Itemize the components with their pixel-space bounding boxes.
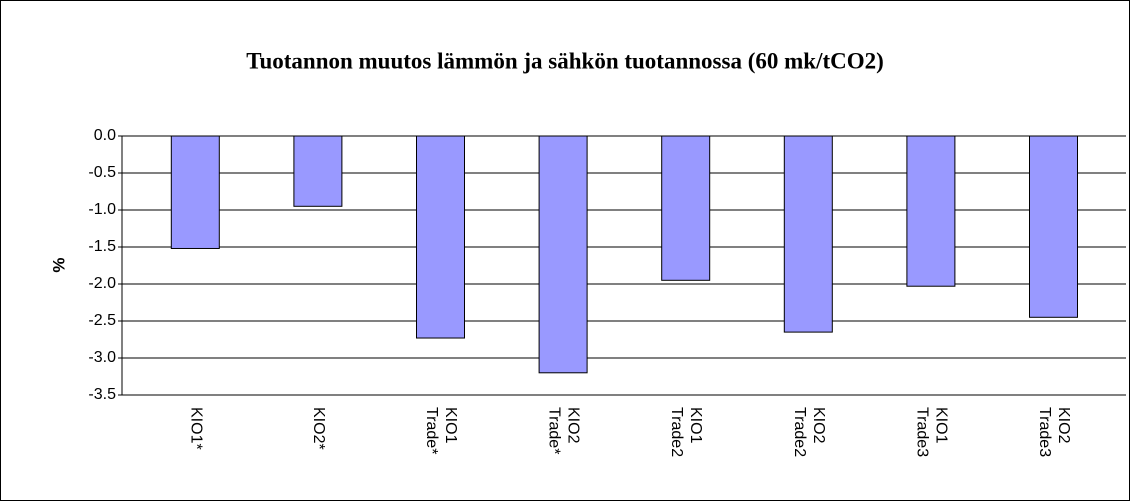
y-axis-label: % bbox=[49, 257, 68, 272]
x-tick-label: KIO2Trade* bbox=[545, 407, 581, 454]
x-tick-line: KIO1* bbox=[187, 407, 204, 450]
x-tick-line: Trade3 bbox=[913, 407, 930, 457]
bar bbox=[538, 135, 588, 374]
x-tick-label: KIO1* bbox=[187, 407, 204, 450]
y-tick-label: -2.0 bbox=[88, 275, 116, 292]
y-tick-label: -2.5 bbox=[88, 312, 116, 329]
x-tick-line: Trade2 bbox=[791, 407, 808, 457]
x-tick-line: KIO2 bbox=[564, 407, 581, 444]
x-tick-label: KIO2Trade2 bbox=[791, 407, 827, 457]
x-tick-line: Trade3 bbox=[1036, 407, 1053, 457]
x-tick-line: Trade* bbox=[545, 407, 562, 454]
bar bbox=[416, 135, 465, 339]
y-tick-label: -3.0 bbox=[88, 349, 116, 366]
x-tick-line: KIO2 bbox=[810, 407, 827, 444]
x-tick-label: KIO2* bbox=[310, 407, 327, 450]
y-tick-label: 0.0 bbox=[94, 127, 116, 144]
x-tick-line: KIO2 bbox=[1055, 407, 1072, 444]
bar bbox=[783, 135, 833, 333]
x-tick-line: KIO1 bbox=[442, 407, 459, 444]
x-tick-line: KIO1 bbox=[687, 407, 704, 444]
x-tick-label: KIO2Trade3 bbox=[1036, 407, 1072, 457]
y-tick-label: -1.5 bbox=[88, 238, 116, 255]
bar bbox=[661, 135, 711, 281]
bar bbox=[906, 135, 956, 287]
y-tick-label: -1.0 bbox=[88, 201, 116, 218]
x-tick-label: KIO1Trade2 bbox=[668, 407, 704, 457]
y-tick-label: -0.5 bbox=[88, 164, 116, 181]
x-tick-label: KIO1Trade3 bbox=[913, 407, 949, 457]
x-tick-line: Trade2 bbox=[668, 407, 685, 457]
x-tick-line: KIO1 bbox=[932, 407, 949, 444]
bar bbox=[1029, 135, 1078, 318]
x-tick-line: Trade* bbox=[423, 407, 440, 454]
bar bbox=[293, 135, 343, 207]
x-tick-label: KIO1Trade* bbox=[423, 407, 459, 454]
chart-title: Tuotannon muutos lämmön ja sähkön tuotan… bbox=[246, 48, 884, 73]
bar bbox=[170, 135, 220, 249]
y-tick-label: -3.5 bbox=[88, 386, 116, 403]
x-tick-line: KIO2* bbox=[310, 407, 327, 450]
